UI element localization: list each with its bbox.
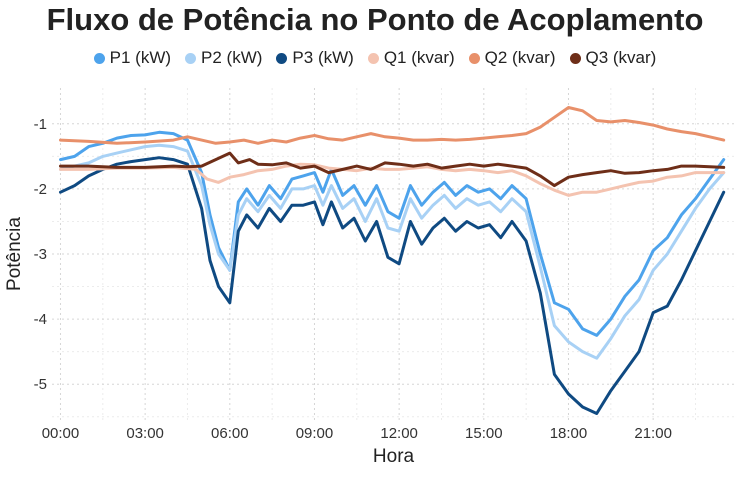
legend-dot-icon <box>367 52 379 64</box>
x-tick-label: 03:00 <box>126 425 164 442</box>
legend-dot-icon <box>468 52 480 64</box>
legend-label: Q1 (kvar) <box>383 48 455 67</box>
x-tick-label: 15:00 <box>465 425 503 442</box>
legend-item: Q1 (kvar) <box>367 48 455 68</box>
legend-dot-icon <box>185 52 197 64</box>
legend-label: P1 (kW) <box>109 48 172 67</box>
legend-item: Q2 (kvar) <box>468 48 556 68</box>
series-line <box>59 143 726 360</box>
legend-dot-icon <box>569 52 581 64</box>
y-axis-title: Potência <box>4 217 25 291</box>
y-tick-labels: -1 -2 -3 -4 -5 <box>34 116 47 393</box>
x-axis-title: Hora <box>373 446 415 467</box>
series-layer <box>59 106 726 415</box>
grid <box>52 88 735 420</box>
legend-item: Q3 (kvar) <box>569 48 657 68</box>
series-line <box>59 151 726 188</box>
legend-item: P1 (kW) <box>93 48 172 68</box>
series-line <box>59 162 726 197</box>
series-line <box>59 130 726 337</box>
x-tick-label: 18:00 <box>550 425 588 442</box>
y-tick-label: -1 <box>34 116 47 133</box>
legend-dot-icon <box>93 52 105 64</box>
y-tick-label: -5 <box>34 376 47 393</box>
chart-title: Fluxo de Potência no Ponto de Acoplament… <box>46 2 704 37</box>
x-tick-label: 06:00 <box>211 425 249 442</box>
x-tick-label: 09:00 <box>296 425 334 442</box>
x-tick-label: 21:00 <box>634 425 672 442</box>
legend-dot-icon <box>276 52 288 64</box>
x-tick-labels: 00:00 03:00 06:00 09:00 12:00 15:00 18:00 21:00 <box>42 425 672 442</box>
series-line <box>59 156 726 415</box>
legend-label: Q2 (kvar) <box>484 48 556 67</box>
legend-item: P2 (kW) <box>185 48 262 68</box>
y-tick-label: -3 <box>34 246 47 263</box>
y-tick-label: -2 <box>34 181 47 198</box>
series-line <box>59 106 726 145</box>
legend-item: P3 (kW) <box>276 48 354 68</box>
legend-label: Q3 (kvar) <box>585 48 657 67</box>
x-tick-label: 12:00 <box>380 425 418 442</box>
x-tick-label: 00:00 <box>42 425 80 442</box>
legend: P1 (kW) P2 (kW) P3 (kW) Q1 (kvar) Q2 (kvar) Q… <box>0 48 750 68</box>
legend-label: P3 (kW) <box>292 48 354 67</box>
y-tick-label: -4 <box>34 311 47 328</box>
legend-label: P2 (kW) <box>201 48 263 67</box>
